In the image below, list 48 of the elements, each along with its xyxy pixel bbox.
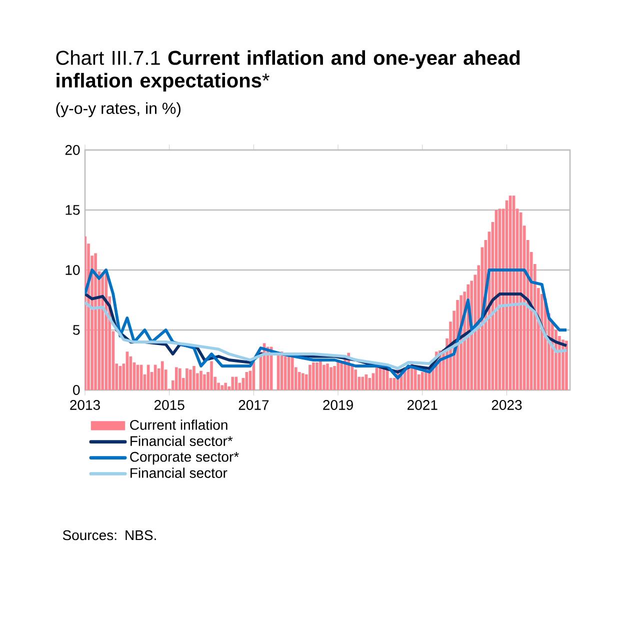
source-note: Sources: NBS. [62, 530, 156, 540]
bar [118, 366, 122, 390]
bar [203, 374, 206, 390]
bar [330, 367, 332, 390]
x-tick-label: 2019 [323, 400, 353, 410]
bar [333, 366, 336, 390]
bar [234, 376, 238, 390]
bar [220, 385, 224, 390]
bar [231, 376, 234, 390]
chart-title: Chart III.7.1 Current inflation and one-year ahead inflation expectations* [56, 50, 520, 92]
bar [308, 364, 312, 390]
bar [94, 253, 97, 390]
y-tick-label: 10 [66, 265, 80, 275]
bar [224, 382, 227, 390]
bar [421, 372, 424, 390]
legend-label: Financial sector [130, 468, 228, 478]
y-tick-label: 20 [65, 145, 80, 155]
bar [322, 364, 326, 390]
x-tick-label: 2015 [154, 400, 184, 410]
x-tick-label: 2021 [408, 400, 438, 410]
bar [200, 370, 202, 390]
bar [424, 370, 428, 390]
x-tick-label: 2017 [238, 400, 269, 410]
bar [189, 370, 192, 390]
legend-label: Current inflation [130, 420, 228, 430]
y-tick-label: 0 [73, 385, 80, 395]
bar [565, 340, 568, 390]
bar [326, 364, 329, 390]
bar [186, 368, 188, 390]
x-tick-label: 2013 [70, 400, 100, 410]
y-tick-label: 5 [73, 325, 80, 335]
bar [302, 373, 304, 390]
bar [174, 367, 178, 390]
y-tick-label: 15 [66, 205, 80, 215]
chart-subtitle: (y-o-y rates, in %) [56, 102, 180, 118]
bar [160, 361, 164, 390]
bar [192, 366, 196, 390]
bar [312, 362, 315, 390]
bar [316, 362, 318, 390]
x-tick-label: 2023 [492, 400, 522, 410]
bar [245, 372, 248, 390]
bar [178, 368, 182, 390]
bar [340, 361, 343, 390]
legend-label: Financial sector* [130, 436, 233, 446]
bar [336, 361, 340, 390]
legend-label: Corporate sector* [130, 452, 239, 465]
bar [210, 361, 213, 390]
bar [126, 352, 129, 390]
